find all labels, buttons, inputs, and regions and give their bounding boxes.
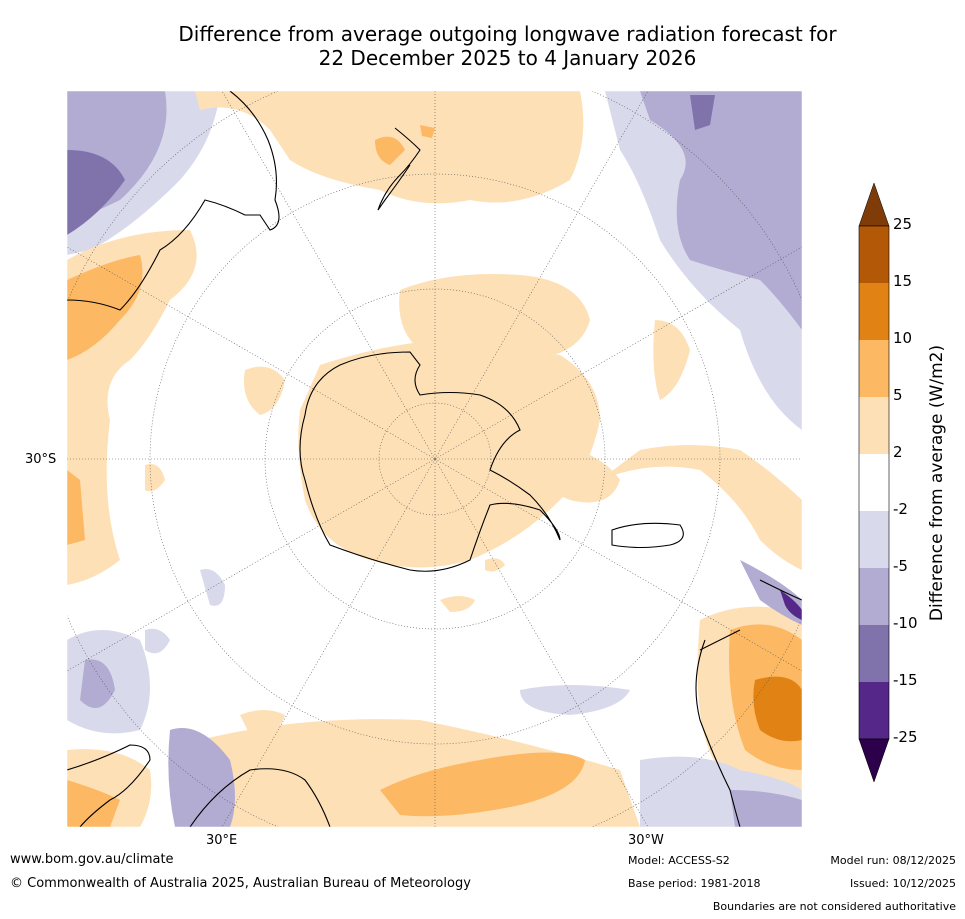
colorbar-band — [859, 568, 889, 625]
colorbar-band — [859, 340, 889, 397]
colorbar-tick-label: -10 — [893, 614, 918, 632]
colorbar-band — [859, 454, 889, 511]
footer-disclaimer: Boundaries are not considered authoritat… — [712, 900, 956, 913]
australia-coastline — [67, 91, 280, 311]
colorbar-tick-label: -5 — [893, 557, 908, 575]
colorbar-band — [859, 397, 889, 454]
colorbar-tick-label: 2 — [893, 443, 903, 461]
graticule — [67, 91, 802, 827]
footer-url[interactable]: www.bom.gov.au/climate — [10, 852, 174, 867]
title-line-1: Difference from average outgoing longwav… — [178, 22, 837, 46]
colorbar-band — [859, 283, 889, 340]
colorbar-tick-label: -2 — [893, 500, 908, 518]
colorbar-tick-label: 25 — [893, 215, 913, 233]
antarctica-coastline — [299, 351, 561, 572]
colorbar-tick-label: -15 — [893, 671, 918, 689]
colorbar-band — [859, 226, 889, 283]
footer-model-run: Model run: 08/12/2025 — [830, 854, 956, 867]
colorbar-bottom-extension — [858, 738, 890, 783]
colorbar-tick-label: 5 — [893, 386, 903, 404]
new-zealand-coastline — [377, 127, 421, 211]
colorbar-tick-label: -25 — [893, 728, 918, 746]
chart-title: Difference from average outgoing longwav… — [60, 22, 955, 70]
longitude-label-west: 30°W — [628, 833, 664, 848]
colorbar — [858, 182, 890, 783]
footer-model: Model: ACCESS-S2 — [628, 854, 730, 867]
footer-base-period: Base period: 1981-2018 — [628, 877, 761, 890]
longitude-label-east: 30°E — [206, 833, 238, 848]
africa-coastline — [67, 744, 151, 827]
latitude-label: 30°S — [25, 452, 57, 467]
colorbar-top-extension — [858, 182, 890, 227]
map-panel — [67, 91, 802, 827]
colorbar-title: Difference from average (W/m2) — [927, 344, 947, 622]
colorbar-tick-label: 15 — [893, 272, 913, 290]
title-line-2: 22 December 2025 to 4 January 2026 — [318, 46, 697, 70]
olr-anomaly-fill — [67, 91, 802, 827]
colorbar-band — [859, 682, 889, 739]
footer-issued: Issued: 10/12/2025 — [849, 877, 956, 890]
colorbar-tick-label: 10 — [893, 329, 913, 347]
footer-copyright: © Commonwealth of Australia 2025, Austra… — [10, 876, 471, 891]
colorbar-band — [859, 625, 889, 682]
colorbar-band — [859, 511, 889, 568]
south-america-coastline — [695, 579, 802, 827]
coastlines — [67, 91, 802, 827]
